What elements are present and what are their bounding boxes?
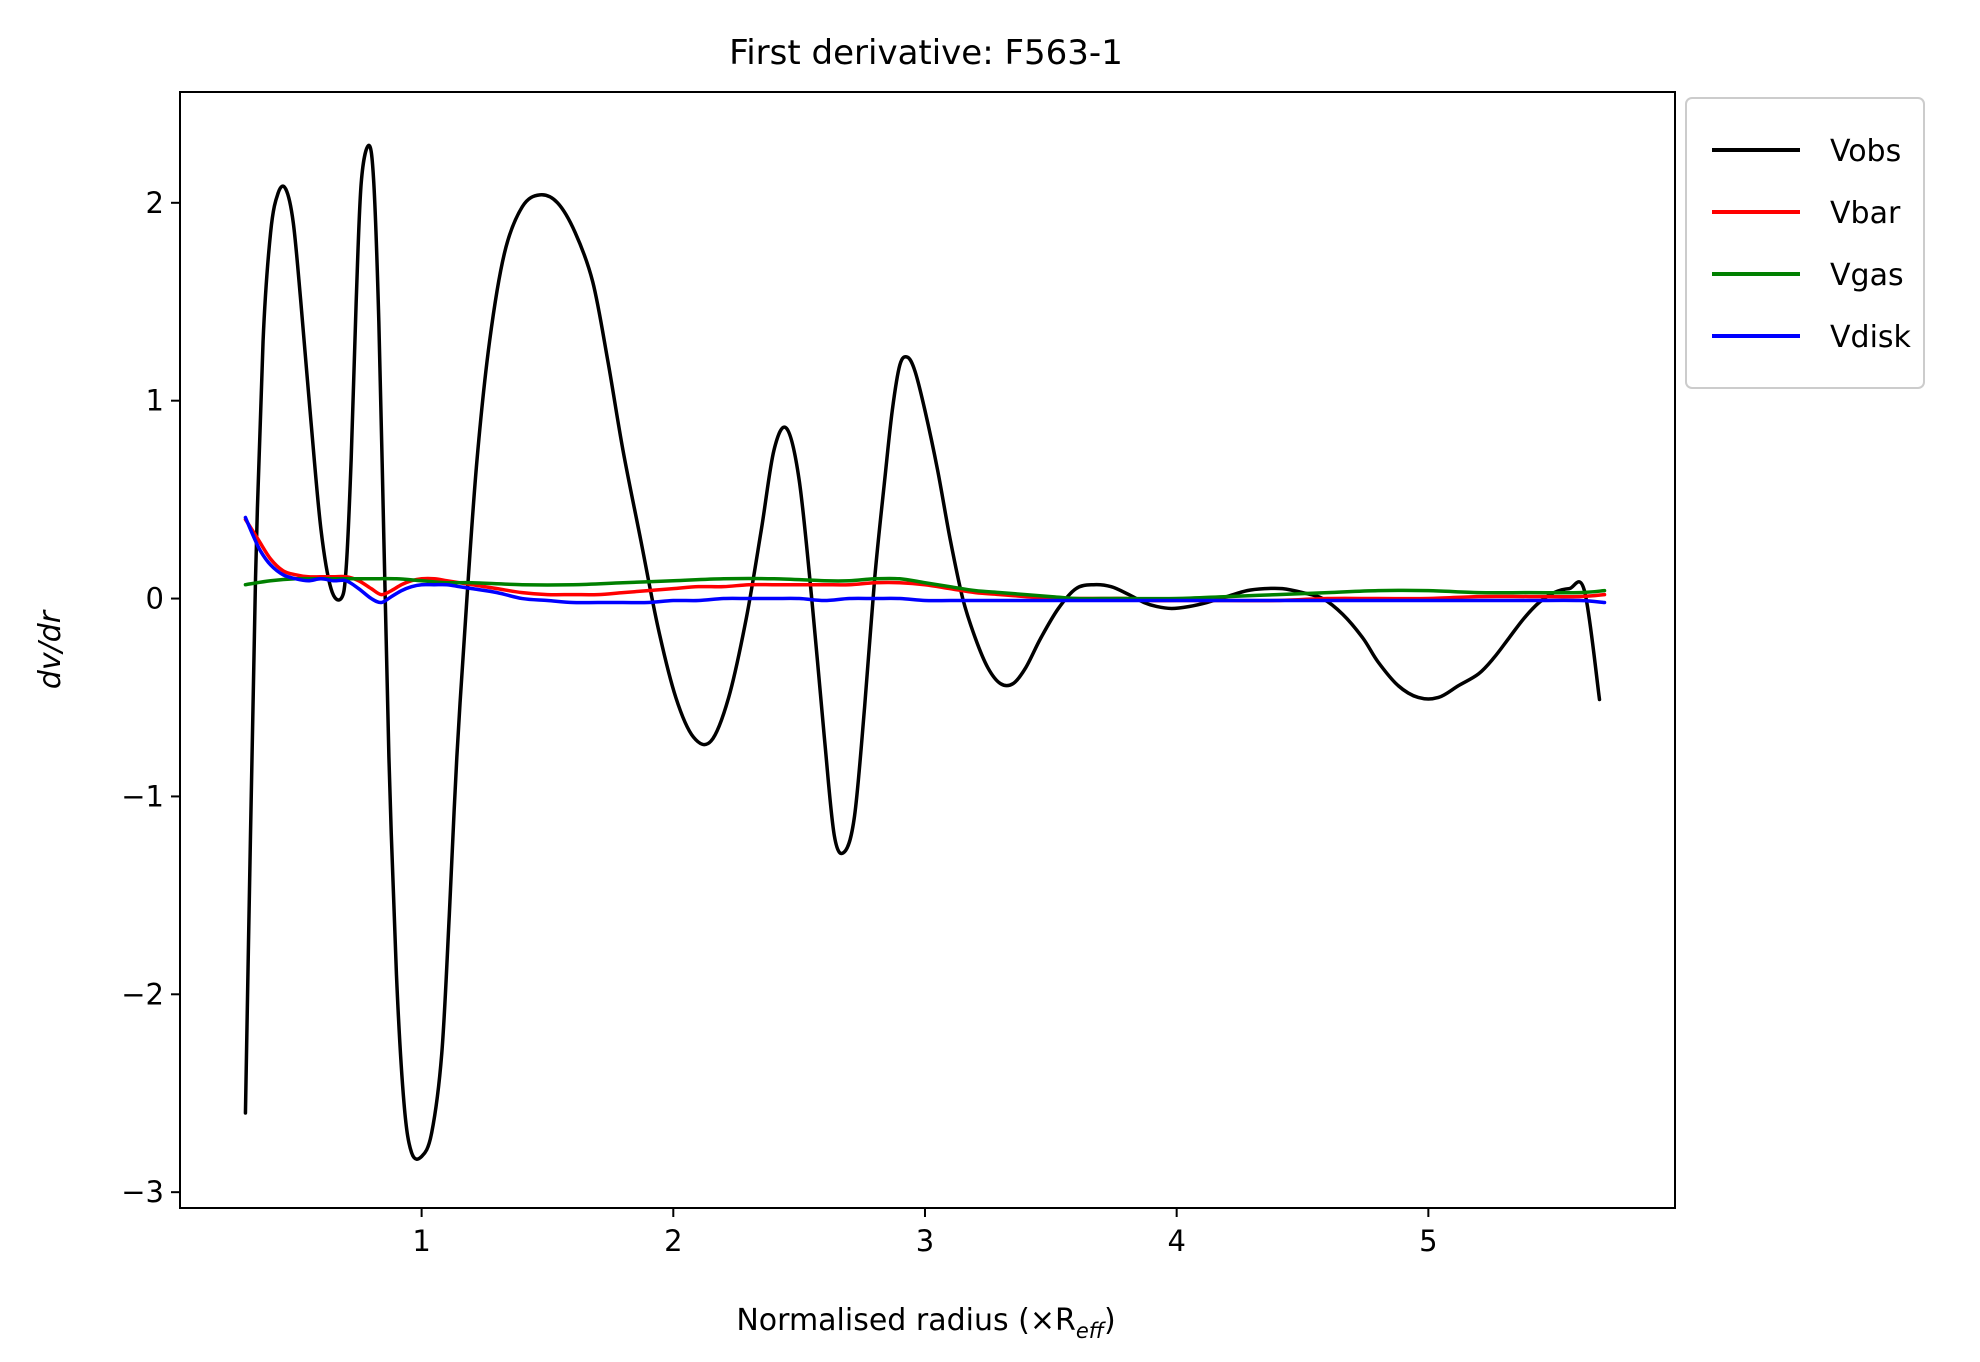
y-tick-label: 0 (146, 582, 164, 616)
legend-frame (1685, 97, 1925, 389)
y-axis-label: dv/dr (33, 609, 68, 689)
series-line-vdisk (243, 515, 1607, 605)
x-axis-label: Normalised radius (×Reff) (736, 1303, 1115, 1343)
x-tick-label: 3 (916, 1224, 934, 1258)
series-layer (243, 143, 1607, 1161)
x-tick-label: 5 (1419, 1224, 1437, 1258)
legend-label-vobs: Vobs (1830, 134, 1901, 169)
legend-items: Vobs Vbar Vgas Vdisk (1712, 134, 1912, 355)
y-tick-label: 1 (146, 384, 164, 418)
x-tick-label: 4 (1167, 1224, 1185, 1258)
y-tick-label: 2 (146, 186, 164, 220)
x-axis-label-main: Normalised radius (×R (736, 1303, 1076, 1338)
y-tick-label: −2 (121, 977, 164, 1011)
y-tick-label: −3 (121, 1175, 164, 1209)
series-line-vgas (243, 576, 1607, 601)
chart-title: First derivative: F563-1 (729, 33, 1123, 73)
x-tick-label: 2 (664, 1224, 682, 1258)
y-axis-ticks: −3 −2 −1 0 1 2 (121, 186, 180, 1209)
x-axis-label-close: ) (1104, 1303, 1116, 1338)
series-line-vobs (243, 143, 1602, 1161)
legend-label-vdisk: Vdisk (1830, 320, 1912, 355)
legend-label-vbar: Vbar (1830, 196, 1901, 231)
legend-label-vgas: Vgas (1830, 258, 1904, 293)
x-tick-label: 1 (412, 1224, 430, 1258)
y-tick-label: −1 (121, 779, 164, 813)
x-axis-ticks: 1 2 3 4 5 (412, 1208, 1438, 1258)
x-axis-label-subscript: eff (1076, 1319, 1107, 1343)
plot-frame (179, 91, 1676, 1209)
legend: Vobs Vbar Vgas Vdisk (1685, 97, 1925, 389)
